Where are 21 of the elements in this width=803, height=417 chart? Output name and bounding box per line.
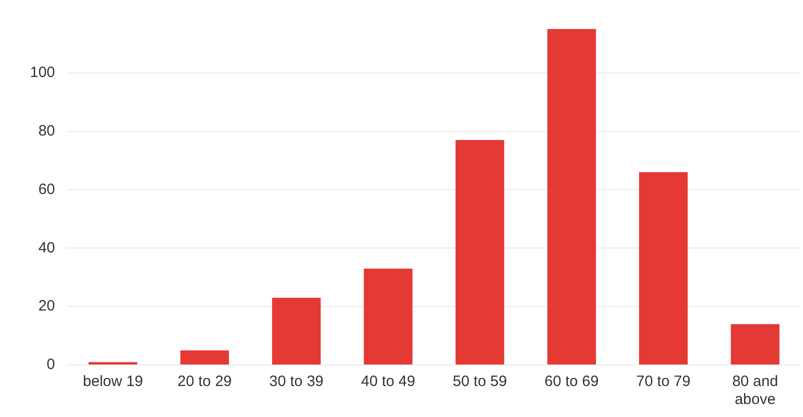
y-tick-label: 0 (46, 356, 56, 374)
x-tick-label: 30 to 39 (269, 373, 324, 390)
bar (547, 29, 596, 364)
y-tick-label: 80 (38, 122, 56, 140)
x-tick-label: below 19 (82, 373, 143, 390)
x-tick-label: 20 to 29 (178, 373, 232, 390)
bar (180, 350, 229, 364)
y-tick-label: 100 (30, 64, 56, 81)
bar (272, 298, 321, 364)
x-tick-label: 60 to 69 (544, 373, 599, 390)
bar (456, 140, 504, 364)
x-tick-label: 80 and above (732, 373, 778, 408)
bar (730, 324, 780, 364)
bar (639, 172, 688, 364)
x-tick-label: 40 to 49 (361, 373, 416, 390)
x-tick-label: 70 to 79 (636, 373, 690, 390)
x-tick-label: 50 to 59 (452, 373, 507, 390)
y-tick-label: 40 (38, 239, 56, 256)
y-tick-label: 60 (38, 180, 56, 198)
y-tick-label: 20 (38, 298, 56, 315)
bar (364, 268, 412, 364)
